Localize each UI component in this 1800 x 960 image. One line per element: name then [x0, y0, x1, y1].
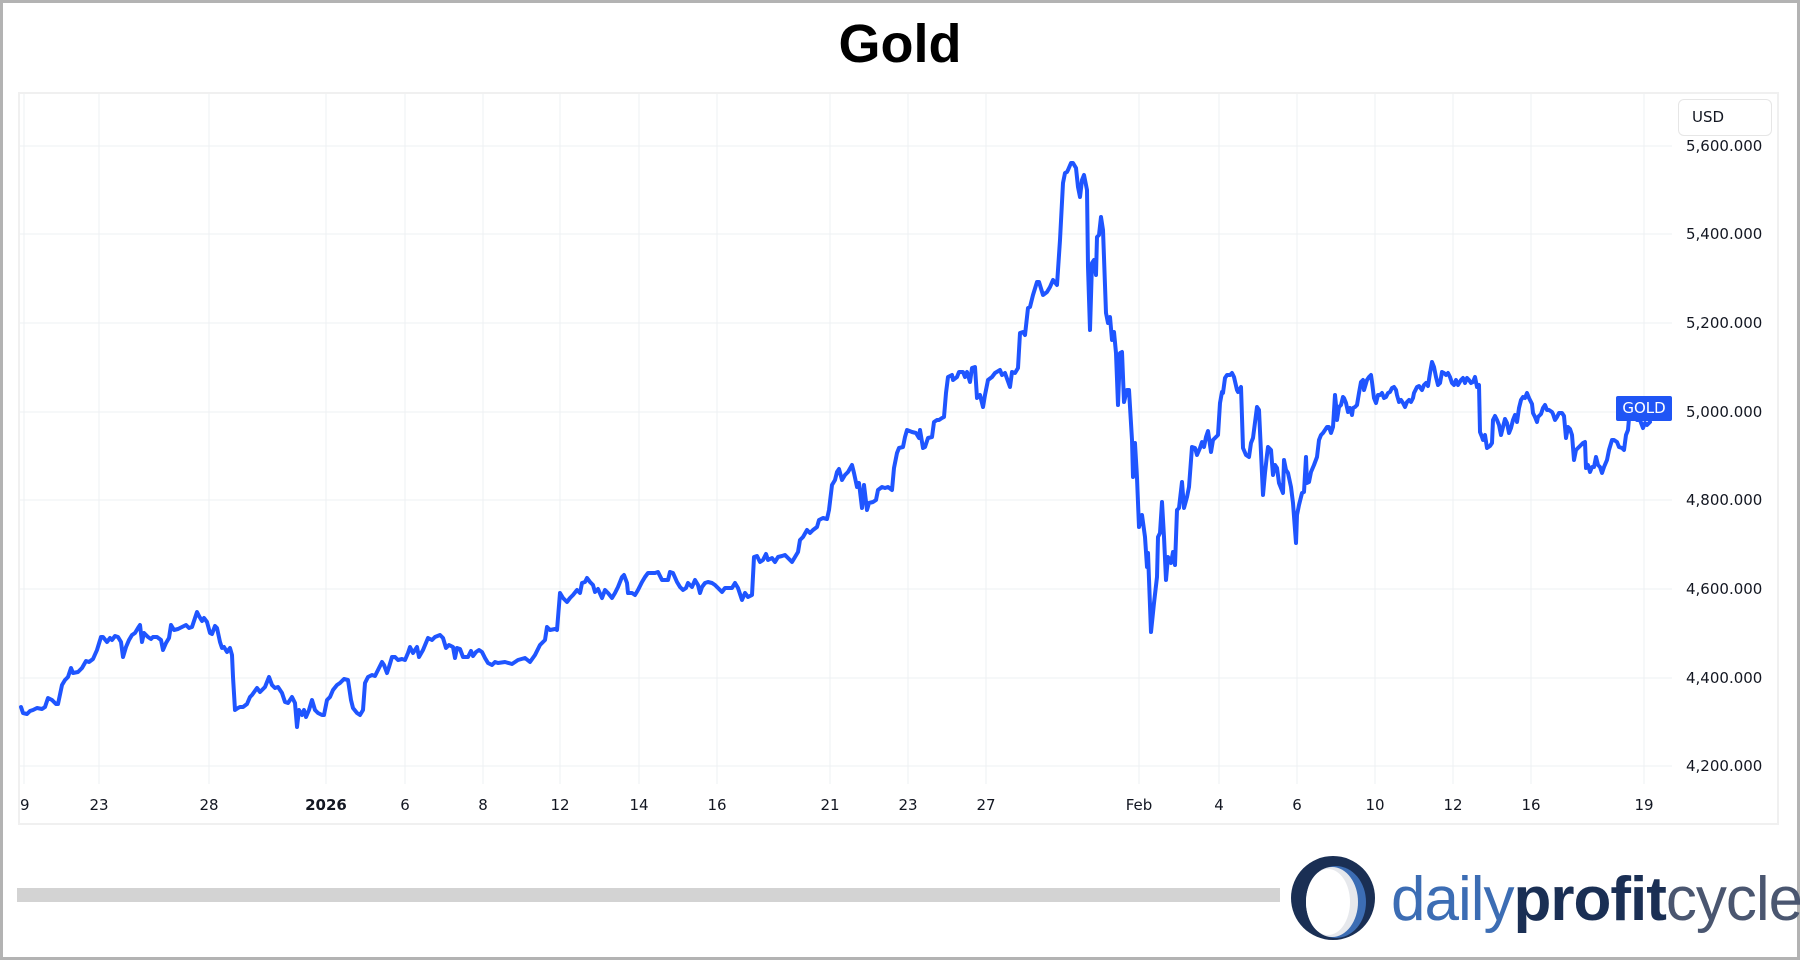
x-tick-label: 28 [199, 796, 219, 814]
x-tick-label: Feb [1125, 796, 1153, 814]
x-tick-label: 23 [898, 796, 918, 814]
brand-cycle: cycle [1665, 865, 1800, 934]
gold-price-line [19, 161, 1652, 729]
currency-label: USD [1692, 108, 1725, 126]
y-tick-label: 5,400.000 [1686, 225, 1763, 243]
x-tick-label: 14 [629, 796, 649, 814]
brand-daily: daily [1391, 865, 1515, 934]
y-tick-label: 5,000.000 [1686, 403, 1763, 421]
x-tick-label: 6 [1292, 796, 1302, 814]
x-tick-label: 2026 [305, 796, 347, 814]
horizontal-gridlines [20, 145, 1672, 767]
x-tick-label: 8 [478, 796, 488, 814]
last-price-tag: GOLD [1616, 396, 1672, 421]
x-tick-label: 16 [1521, 796, 1541, 814]
x-tick-label: 9 [20, 796, 30, 814]
y-tick-label: 4,800.000 [1686, 491, 1763, 509]
chart-area[interactable] [18, 92, 1779, 825]
chart-title: Gold [838, 14, 962, 74]
y-tick-label: 4,400.000 [1686, 669, 1763, 687]
dailyprofitcycle-logo-icon [1291, 856, 1375, 940]
x-tick-label: 27 [976, 796, 996, 814]
x-tick-label: 6 [400, 796, 410, 814]
y-tick-label: 5,200.000 [1686, 314, 1763, 332]
y-tick-label: 4,200.000 [1686, 757, 1763, 775]
brand-wordmark: dailyprofitcycle [1391, 860, 1800, 940]
y-tick-label: 5,600.000 [1686, 137, 1763, 155]
x-tick-label: 16 [707, 796, 727, 814]
x-tick-label: 23 [89, 796, 109, 814]
y-tick-label: 4,600.000 [1686, 580, 1763, 598]
x-tick-label: 4 [1214, 796, 1224, 814]
currency-button[interactable]: USD [1678, 99, 1772, 136]
x-tick-label: 19 [1634, 796, 1654, 814]
vertical-gridlines [23, 94, 1645, 784]
x-tick-label: 21 [820, 796, 840, 814]
x-tick-label: 10 [1365, 796, 1385, 814]
chart-scrollbar[interactable] [17, 888, 1280, 902]
brand-profit: profit [1513, 865, 1667, 934]
x-tick-label: 12 [1443, 796, 1463, 814]
x-tick-label: 12 [550, 796, 570, 814]
